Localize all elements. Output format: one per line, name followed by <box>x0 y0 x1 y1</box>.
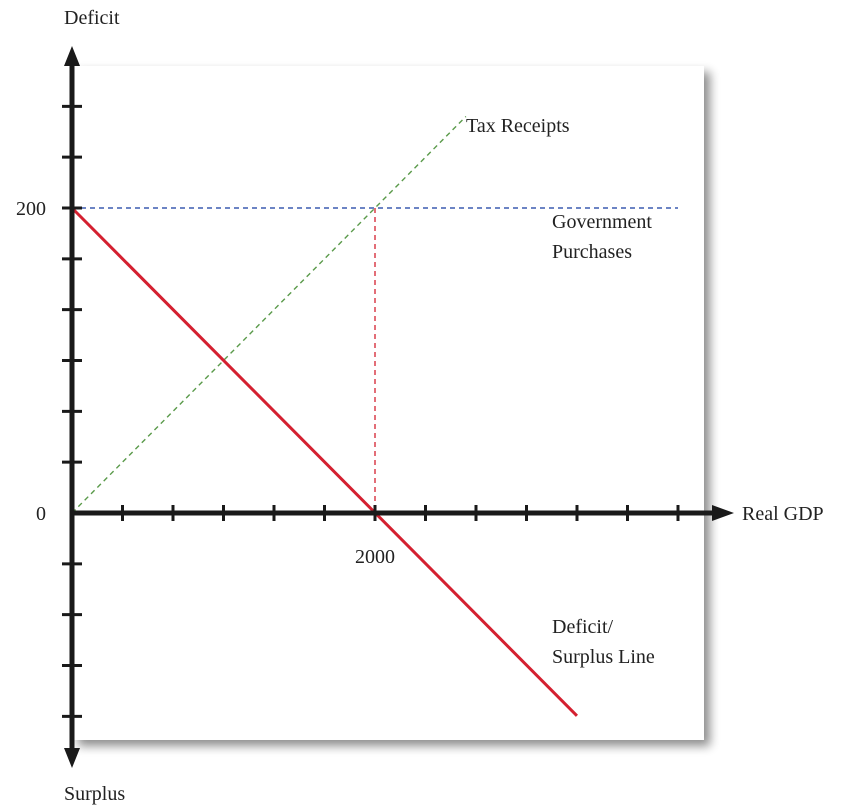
tick-layer <box>62 104 680 718</box>
x-axis-arrow <box>712 505 734 521</box>
axes-layer <box>64 46 734 768</box>
x-tick-label-2000: 2000 <box>355 546 395 568</box>
government-purchases-label-line-2: Purchases <box>552 241 632 263</box>
y-axis-top-arrow <box>64 46 80 66</box>
y-axis-bottom-label: Surplus <box>64 783 125 805</box>
y-axis-bottom-arrow <box>64 748 80 768</box>
deficit-surplus-line-line <box>70 206 579 717</box>
x-axis-label: Real GDP <box>742 503 824 525</box>
plot-panel <box>72 66 704 740</box>
y-tick-label-0: 0 <box>36 503 46 525</box>
deficit-surplus-line-label-line-2: Surplus Line <box>552 646 655 668</box>
tax-receipts-label-line-1: Tax Receipts <box>466 115 570 137</box>
government-purchases-label-line-1: Government <box>552 211 652 233</box>
tax-receipts-line <box>71 116 467 514</box>
y-axis-top-label: Deficit <box>64 7 120 29</box>
deficit-surplus-line-label-line-1: Deficit/ <box>552 616 614 638</box>
y-tick-label-200: 200 <box>16 198 46 220</box>
series-layer <box>70 116 678 717</box>
